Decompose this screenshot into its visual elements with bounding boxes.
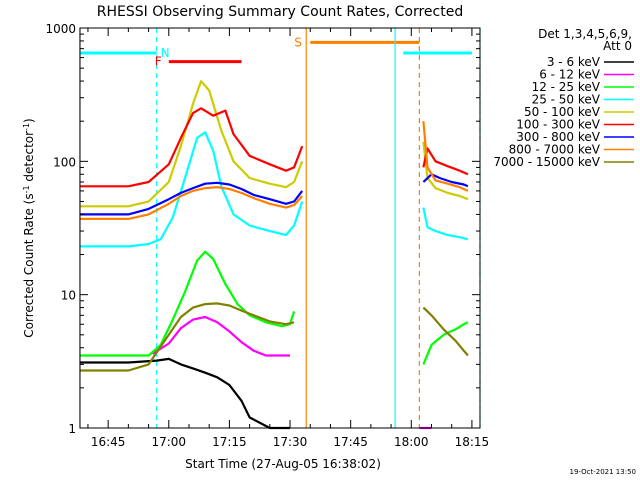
y-axis: 1 10 100 1000 xyxy=(45,22,480,436)
series-line-800-7000-kev xyxy=(79,186,304,220)
series-line-6-12-kev xyxy=(152,315,290,357)
y-tick-label: 10 xyxy=(61,289,76,303)
x-axis: 16:45 17:00 17:15 17:30 17:45 18:00 18:15 xyxy=(87,28,490,449)
legend-label-100-300-kev: 100 - 300 keV xyxy=(516,118,600,132)
legend-label-6-12-kev: 6 - 12 keV xyxy=(539,68,601,82)
annotation-label-s: S xyxy=(294,35,302,49)
series-line-300-800-kev xyxy=(79,181,304,216)
series-lines xyxy=(79,79,469,430)
legend-header-line2: Att 0 xyxy=(603,39,632,53)
legend-label-3-6-kev: 3 - 6 keV xyxy=(547,55,601,69)
y-axis-label-sup1: -1 xyxy=(22,185,31,193)
y-axis-label-main: Corrected Count Rate (s xyxy=(22,193,36,337)
chart-title: RHESSI Observing Summary Count Rates, Co… xyxy=(97,4,463,20)
legend-label-12-25-kev: 12 - 25 keV xyxy=(532,80,601,94)
plot-frame xyxy=(79,27,481,429)
y-axis-label-mid: detector xyxy=(22,131,36,186)
y-axis-label-sup2: -1 xyxy=(22,123,31,131)
annotation-labels: NF S xyxy=(155,35,302,68)
x-tick-label: 17:15 xyxy=(212,435,247,449)
series-line-50-100-kev xyxy=(79,79,304,208)
y-axis-label-end: ) xyxy=(22,118,36,123)
x-tick-label: 17:00 xyxy=(151,435,186,449)
generation-timestamp: 19-Oct-2021 13:50 xyxy=(570,468,636,476)
series-line-3-6-kev xyxy=(79,357,290,430)
x-tick-label: 18:15 xyxy=(455,435,490,449)
series-line-300-800-kev xyxy=(422,173,469,188)
x-tick-label: 18:00 xyxy=(394,435,429,449)
legend-label-800-7000-kev: 800 - 7000 keV xyxy=(509,143,601,157)
y-tick-label: 1 xyxy=(68,422,76,436)
x-tick-label: 17:30 xyxy=(273,435,308,449)
series-line-100-300-kev xyxy=(79,107,304,188)
legend-label-50-100-kev: 50 - 100 keV xyxy=(524,105,601,119)
y-axis-label: Corrected Count Rate (s-1 detector-1) xyxy=(22,118,36,337)
annotation-bars xyxy=(79,40,472,64)
y-tick-label: 1000 xyxy=(45,22,76,36)
annotation-label-n: N xyxy=(161,46,170,60)
series-line-7000-15000-kev xyxy=(422,306,469,357)
legend-label-300-800-kev: 300 - 800 keV xyxy=(516,130,600,144)
x-tick-label: 16:45 xyxy=(91,435,126,449)
series-line-12-25-kev xyxy=(79,250,296,357)
x-tick-label: 17:45 xyxy=(333,435,368,449)
y-tick-label: 100 xyxy=(53,155,76,169)
legend-header-line1: Det 1,3,4,5,6,9, xyxy=(538,27,632,41)
series-line-7000-15000-kev xyxy=(79,302,295,372)
series-line-12-25-kev xyxy=(422,321,469,365)
x-axis-label: Start Time (27-Aug-05 16:38:02) xyxy=(185,457,381,471)
legend-label-25-50-kev: 25 - 50 keV xyxy=(532,93,601,107)
series-line-25-50-kev xyxy=(422,207,469,241)
annotation-label-f: F xyxy=(155,55,162,69)
series-line-50-100-kev xyxy=(422,141,469,201)
legend-label-7000-15000-kev: 7000 - 15000 keV xyxy=(493,155,600,169)
series-line-25-50-kev xyxy=(79,131,304,248)
series-line-800-7000-kev xyxy=(422,121,469,192)
